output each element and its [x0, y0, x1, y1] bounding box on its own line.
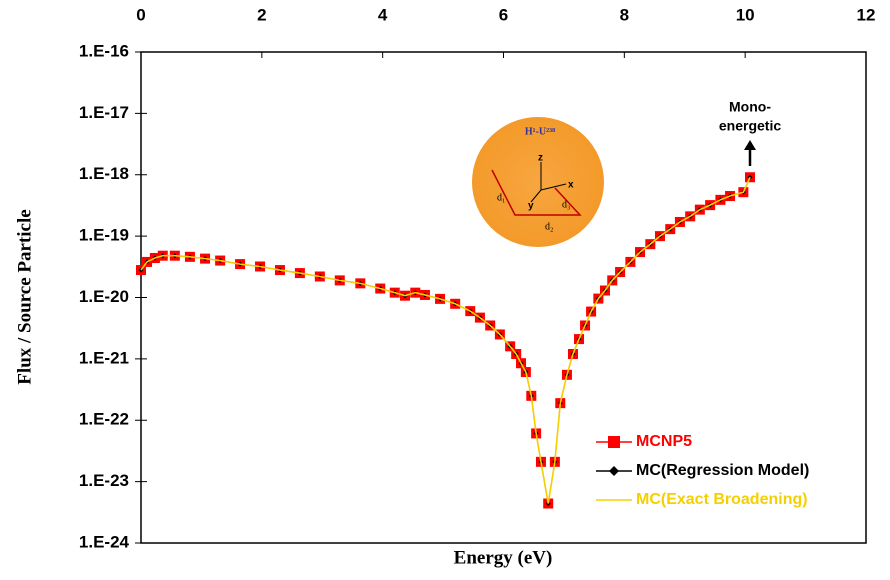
inset-title: H¹-U²³⁸	[525, 126, 555, 137]
inset-label: d₁	[497, 192, 506, 203]
legend-label: MC(Regression Model)	[636, 462, 809, 479]
inset-label: x	[568, 180, 574, 191]
inset-label: d₂	[545, 221, 554, 232]
series-line	[141, 177, 750, 503]
y-axis-label: Flux / Source Particle	[14, 209, 35, 384]
x-tick-label: 6	[499, 5, 508, 24]
inset-label: y	[528, 201, 534, 212]
y-tick-label: 1.E-22	[79, 410, 129, 429]
inset-label: z	[538, 153, 543, 164]
y-tick-label: 1.E-17	[79, 103, 129, 122]
y-tick-label: 1.E-21	[79, 348, 129, 367]
x-tick-label: 0	[136, 5, 145, 24]
x-tick-label: 8	[620, 5, 629, 24]
x-tick-label: 10	[736, 5, 755, 24]
y-tick-label: 1.E-20	[79, 287, 129, 306]
x-axis-label: Energy (eV)	[454, 547, 553, 568]
annotation: energetic	[719, 118, 781, 134]
legend-marker	[608, 436, 620, 448]
inset-label: d₃	[562, 199, 571, 210]
y-tick-label: 1.E-24	[79, 532, 130, 551]
annotation: Mono-	[729, 99, 771, 115]
y-tick-label: 1.E-19	[79, 226, 129, 245]
legend-label: MC(Exact Broadening)	[636, 491, 808, 508]
legend-label: MCNP5	[636, 433, 692, 450]
x-tick-label: 12	[857, 5, 876, 24]
x-tick-label: 4	[378, 5, 388, 24]
y-tick-label: 1.E-23	[79, 471, 129, 490]
x-tick-label: 2	[257, 5, 266, 24]
y-tick-label: 1.E-16	[79, 41, 129, 60]
y-tick-label: 1.E-18	[79, 164, 129, 183]
inset: H¹-U²³⁸ z x y d₁ d₂ d₃	[472, 117, 604, 247]
series-line	[141, 177, 750, 503]
legend-marker	[609, 466, 619, 476]
annotation-arrowhead	[744, 140, 756, 150]
chart: Flux / Source Particle Energy (eV) H¹-U²…	[0, 0, 890, 575]
series-line	[141, 177, 750, 503]
